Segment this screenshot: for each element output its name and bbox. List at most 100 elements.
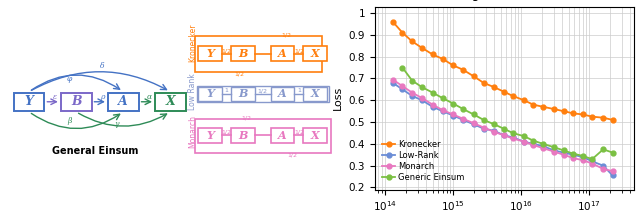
Low-Rank: [609, 174, 616, 177]
Low-Rank: [560, 151, 568, 154]
Generic Einsum: [529, 139, 537, 142]
Generic Einsum: [500, 127, 508, 130]
Bar: [195, 36, 321, 72]
Generic Einsum: [550, 146, 557, 148]
Text: 1/2: 1/2: [234, 71, 244, 76]
Text: Y: Y: [206, 89, 214, 99]
Generic Einsum: [609, 151, 616, 154]
Low-Rank: [579, 156, 587, 158]
Generic Einsum: [579, 155, 587, 157]
Generic Einsum: [470, 113, 477, 116]
Text: X: X: [311, 48, 319, 60]
Monarch: [399, 85, 406, 87]
Text: X: X: [166, 95, 175, 108]
Generic Einsum: [439, 97, 447, 99]
Monarch: [579, 159, 587, 162]
Generic Einsum: [490, 123, 498, 126]
Low-Rank: [439, 110, 447, 112]
Text: Y: Y: [206, 48, 214, 60]
Text: 1: 1: [225, 88, 228, 93]
Bar: [231, 128, 255, 143]
Y-axis label: Loss: Loss: [333, 86, 343, 110]
Low-Rank: [389, 82, 397, 84]
Text: α: α: [147, 93, 152, 101]
Legend: Kronecker, Low-Rank, Monarch, Generic Einsum: Kronecker, Low-Rank, Monarch, Generic Ei…: [379, 136, 468, 186]
Low-Rank: [399, 88, 406, 91]
Generic Einsum: [449, 102, 457, 105]
Monarch: [429, 103, 436, 106]
Bar: [13, 93, 44, 111]
Low-Rank: [588, 160, 596, 163]
Text: γ: γ: [115, 121, 119, 128]
Kronecker: [429, 53, 436, 56]
Bar: [271, 87, 294, 101]
Low-Rank: [540, 145, 547, 147]
Low-Rank: [419, 99, 426, 102]
Monarch: [500, 134, 508, 136]
Monarch: [439, 109, 447, 111]
Text: B: B: [238, 89, 248, 99]
Text: β: β: [68, 117, 72, 125]
Kronecker: [408, 40, 416, 43]
Low-Rank: [509, 136, 516, 139]
Kronecker: [439, 58, 447, 60]
Generic Einsum: [540, 143, 547, 145]
Text: Low Rank: Low Rank: [188, 73, 198, 110]
Low-Rank: [520, 140, 528, 143]
Line: Kronecker: Kronecker: [390, 19, 615, 122]
Low-Rank: [529, 143, 537, 145]
Low-Rank: [570, 153, 577, 156]
Title: Scaling Laws on GPT-2: Scaling Laws on GPT-2: [434, 0, 575, 1]
Text: Monarch: Monarch: [188, 116, 198, 148]
Low-Rank: [470, 123, 477, 126]
Text: A: A: [278, 130, 287, 141]
Monarch: [389, 78, 397, 81]
Text: Y: Y: [206, 130, 214, 141]
Text: 1/2: 1/2: [281, 33, 291, 38]
Line: Low-Rank: Low-Rank: [390, 80, 615, 178]
Generic Einsum: [509, 132, 516, 134]
Text: 1/2: 1/2: [294, 130, 304, 135]
Generic Einsum: [419, 86, 426, 89]
Kronecker: [500, 90, 508, 93]
Monarch: [490, 131, 498, 133]
Monarch: [470, 122, 477, 124]
Kronecker: [520, 99, 528, 102]
Kronecker: [588, 115, 596, 118]
Text: 1/2: 1/2: [241, 115, 252, 120]
Kronecker: [579, 113, 587, 116]
Kronecker: [460, 68, 467, 71]
Generic Einsum: [560, 149, 568, 152]
Text: A: A: [278, 89, 287, 99]
Low-Rank: [408, 95, 416, 97]
Text: Kronecker: Kronecker: [188, 24, 198, 62]
Kronecker: [600, 116, 607, 119]
Kronecker: [470, 75, 477, 78]
Low-Rank: [500, 134, 508, 136]
Text: A: A: [278, 48, 287, 60]
Monarch: [560, 153, 568, 156]
Text: Y: Y: [24, 95, 33, 108]
Bar: [61, 93, 92, 111]
Generic Einsum: [429, 91, 436, 94]
Text: B: B: [238, 130, 248, 141]
Bar: [108, 93, 139, 111]
Text: φ: φ: [67, 75, 72, 83]
Bar: [271, 128, 294, 143]
Low-Rank: [480, 127, 488, 130]
Generic Einsum: [460, 108, 467, 110]
Text: 1/2: 1/2: [221, 130, 232, 135]
Low-Rank: [460, 119, 467, 121]
Generic Einsum: [570, 152, 577, 155]
Bar: [303, 87, 327, 101]
Low-Rank: [600, 164, 607, 167]
Kronecker: [419, 47, 426, 49]
Kronecker: [389, 20, 397, 23]
Monarch: [509, 137, 516, 140]
Monarch: [588, 162, 596, 165]
Generic Einsum: [408, 79, 416, 82]
Kronecker: [570, 112, 577, 115]
Kronecker: [550, 108, 557, 110]
Kronecker: [609, 119, 616, 121]
Monarch: [408, 91, 416, 94]
